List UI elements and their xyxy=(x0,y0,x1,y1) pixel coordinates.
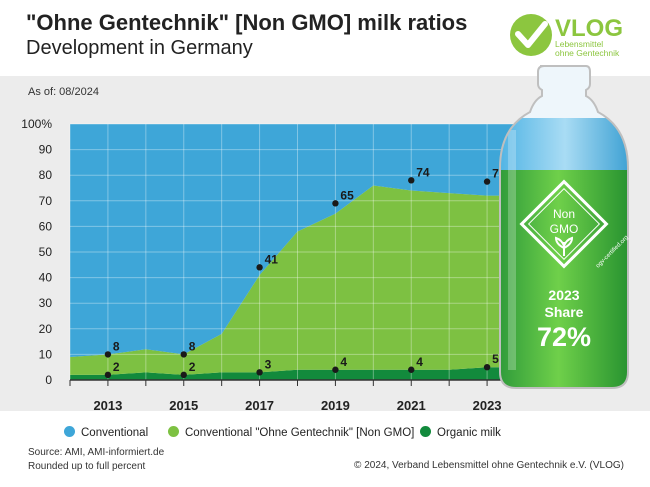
source-note: Source: AMI, AMI-informiert.de xyxy=(28,447,165,458)
data-point xyxy=(104,351,112,358)
data-point xyxy=(180,351,187,358)
footer-notes: Source: AMI, AMI-informiert.de Rounded u… xyxy=(28,446,164,474)
data-label: 74 xyxy=(416,165,430,179)
legend-item-organic: Organic milk xyxy=(420,426,501,439)
non-gmo-area xyxy=(70,185,525,375)
milk-bottle: Non GMO ogv-certified.org 2023 Share 72% xyxy=(499,65,630,389)
badge-line-1: Non xyxy=(553,207,575,221)
legend-dot-non-gmo xyxy=(168,426,179,437)
x-tick-label: 2023 xyxy=(473,398,502,413)
data-point xyxy=(483,178,491,185)
copyright-note: © 2024, Verband Lebensmittel ohne Gentec… xyxy=(354,460,624,471)
data-point xyxy=(408,177,415,184)
data-point xyxy=(332,366,339,373)
legend-dot-organic xyxy=(420,426,431,437)
share-value: 72% xyxy=(537,322,591,352)
y-tick-label: 10 xyxy=(39,347,53,361)
badge-line-2: GMO xyxy=(550,222,579,236)
data-label: 4 xyxy=(416,355,423,369)
data-label: 2 xyxy=(113,360,120,374)
vlog-logo: VLOG Lebensmittel ohne Gentechnik xyxy=(510,14,623,58)
data-point xyxy=(483,364,491,371)
plant-icon xyxy=(554,236,574,256)
legend-item-conventional: Conventional xyxy=(64,426,148,439)
share-year: 2023 xyxy=(548,287,579,303)
data-point xyxy=(408,366,415,373)
data-point xyxy=(256,264,263,271)
data-point xyxy=(180,371,187,379)
as-of-label: As of: 08/2024 xyxy=(28,86,99,98)
chart-title: "Ohne Gentechnik" [Non GMO] milk ratios xyxy=(26,10,468,35)
axis-layer: 0 10 20 30 40 50 60 70 80 90 100% 2013 2015 2017 2019 2… xyxy=(21,117,526,413)
data-label: 2 xyxy=(189,360,196,374)
logo-tagline-1: Lebensmittel xyxy=(555,39,603,49)
rounding-note: Rounded up to full percent xyxy=(28,461,146,472)
share-label: Share xyxy=(545,304,584,320)
y-tick-label: 90 xyxy=(39,143,53,157)
header: "Ohne Gentechnik" [Non GMO] milk ratios … xyxy=(0,0,650,76)
y-tick-label: 40 xyxy=(39,271,53,285)
legend-dot-conventional xyxy=(64,426,75,437)
y-tick-label: 50 xyxy=(39,245,53,259)
data-label: 41 xyxy=(265,252,279,266)
y-tick-label: 30 xyxy=(39,296,53,310)
logo-tagline-2: ohne Gentechnik xyxy=(555,48,620,58)
data-point xyxy=(104,371,112,379)
data-label: 4 xyxy=(340,355,347,369)
x-tick-label: 2017 xyxy=(245,398,274,413)
data-point xyxy=(256,369,263,376)
data-label: 3 xyxy=(265,357,272,371)
x-tick-label: 2021 xyxy=(397,398,426,413)
legend-label-non-gmo: Conventional "Ohne Gentechnik" [Non GMO] xyxy=(185,427,415,439)
x-tick-label: 2015 xyxy=(169,398,198,413)
legend: Conventional Conventional "Ohne Gentechn… xyxy=(0,418,650,448)
logo-mark: VLOG xyxy=(555,15,623,42)
legend-label-organic: Organic milk xyxy=(437,427,501,439)
data-label: 8 xyxy=(189,339,196,353)
legend-label-conventional: Conventional xyxy=(81,427,149,439)
chart-subtitle: Development in Germany xyxy=(26,37,253,59)
y-tick-label: 100% xyxy=(21,117,52,131)
legend-item-non-gmo: Conventional "Ohne Gentechnik" [Non GMO] xyxy=(168,426,414,439)
data-label: 65 xyxy=(340,188,354,202)
data-point xyxy=(332,200,339,207)
x-tick-label: 2013 xyxy=(93,398,122,413)
y-tick-label: 0 xyxy=(45,373,52,387)
logo-check-icon xyxy=(515,21,548,48)
y-tick-label: 60 xyxy=(39,219,53,233)
y-tick-label: 20 xyxy=(39,322,53,336)
data-label: 8 xyxy=(113,339,120,353)
data-label: 5 xyxy=(492,352,499,366)
x-tick-label: 2019 xyxy=(321,398,350,413)
y-tick-label: 70 xyxy=(39,194,53,208)
y-tick-label: 80 xyxy=(39,168,53,182)
